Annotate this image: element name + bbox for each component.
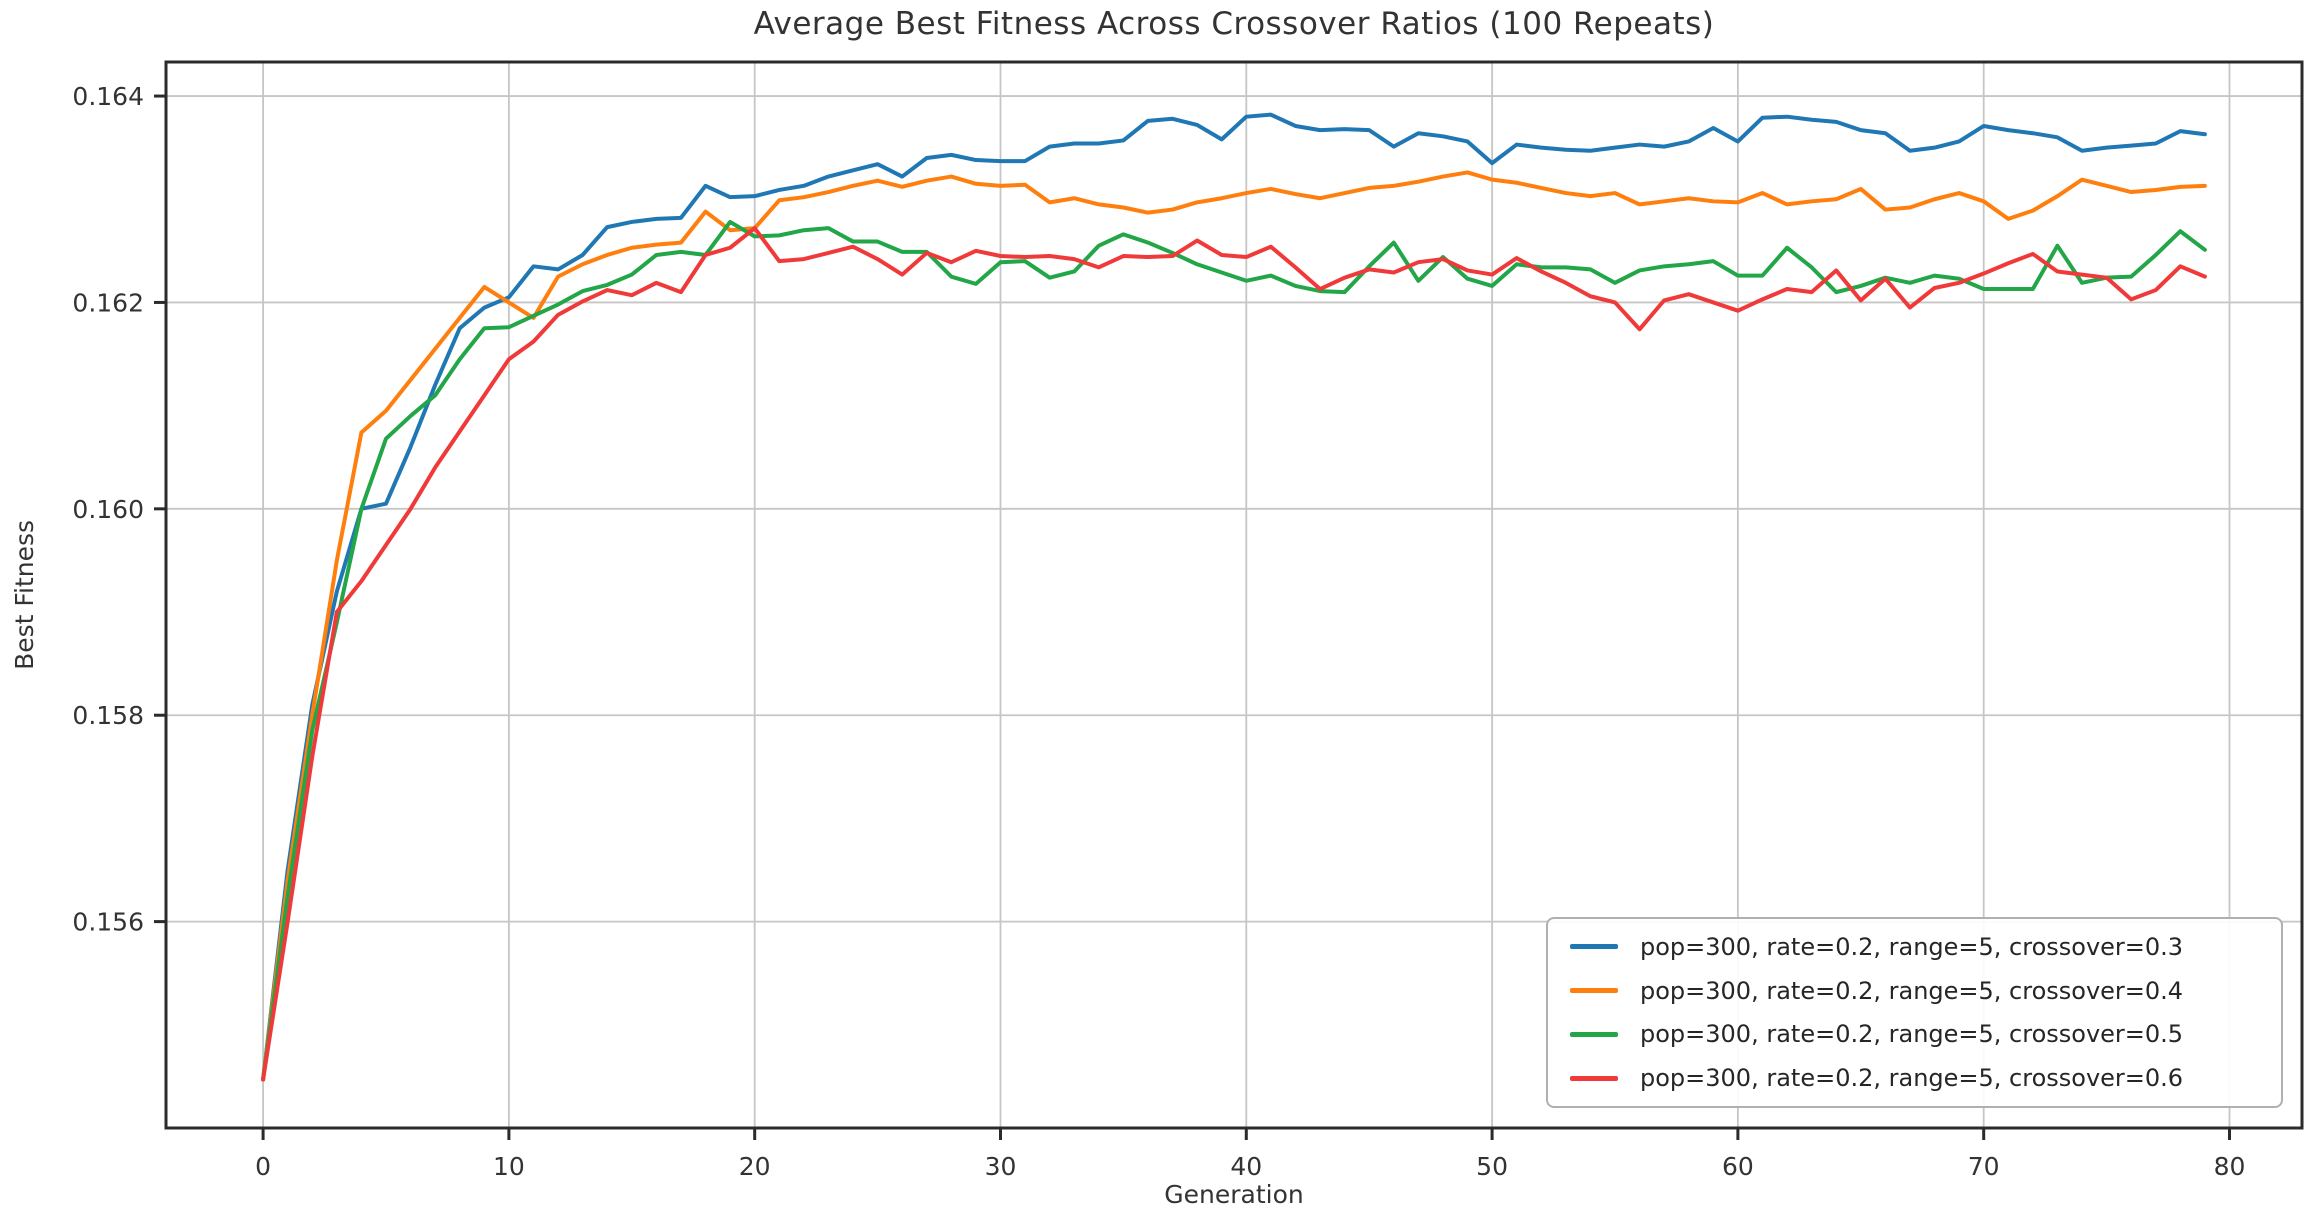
x-tick-label: 50 [1476,1152,1508,1181]
x-tick-label: 0 [255,1152,271,1181]
chart-title: Average Best Fitness Across Crossover Ra… [753,6,1715,42]
legend: pop=300, rate=0.2, range=5, crossover=0.… [1546,917,2283,1108]
plot-border [164,60,2304,1130]
legend-swatch [1570,988,1618,994]
x-tick-label: 10 [493,1152,525,1181]
legend-label: pop=300, rate=0.2, range=5, crossover=0.… [1640,1020,2184,1049]
y-tick-label: 0.162 [72,288,144,317]
x-tick-label: 60 [1722,1152,1754,1181]
series-line [261,112,2207,1082]
legend-item: pop=300, rate=0.2, range=5, crossover=0.… [1548,977,2281,1005]
legend-label: pop=300, rate=0.2, range=5, crossover=0.… [1640,1064,2184,1093]
y-tick-label: 0.156 [72,908,144,937]
x-tick-label: 70 [1968,1152,2000,1181]
x-axis-label: Generation [1164,1180,1304,1209]
y-axis-label-wrap: Best Fitness [2,62,46,1128]
legend-item: pop=300, rate=0.2, range=5, crossover=0.… [1548,1064,2281,1092]
x-tick-label: 40 [1230,1152,1262,1181]
series-line [261,226,2207,1082]
legend-item: pop=300, rate=0.2, range=5, crossover=0.… [1548,933,2281,961]
legend-item: pop=300, rate=0.2, range=5, crossover=0.… [1548,1020,2281,1048]
series-line [261,219,2207,1082]
y-tick-label: 0.160 [72,495,144,524]
x-tick-label: 30 [985,1152,1017,1181]
legend-swatch [1570,944,1618,950]
legend-label: pop=300, rate=0.2, range=5, crossover=0.… [1640,976,2184,1005]
legend-label: pop=300, rate=0.2, range=5, crossover=0.… [1640,932,2184,961]
y-axis-label: Best Fitness [9,520,39,670]
x-tick-label: 80 [2214,1152,2246,1181]
legend-swatch [1570,1031,1618,1037]
x-tick-label: 20 [739,1152,771,1181]
series-line [261,170,2207,1082]
y-tick-label: 0.158 [72,701,144,730]
legend-swatch [1570,1075,1618,1081]
y-tick-label: 0.164 [72,82,144,111]
